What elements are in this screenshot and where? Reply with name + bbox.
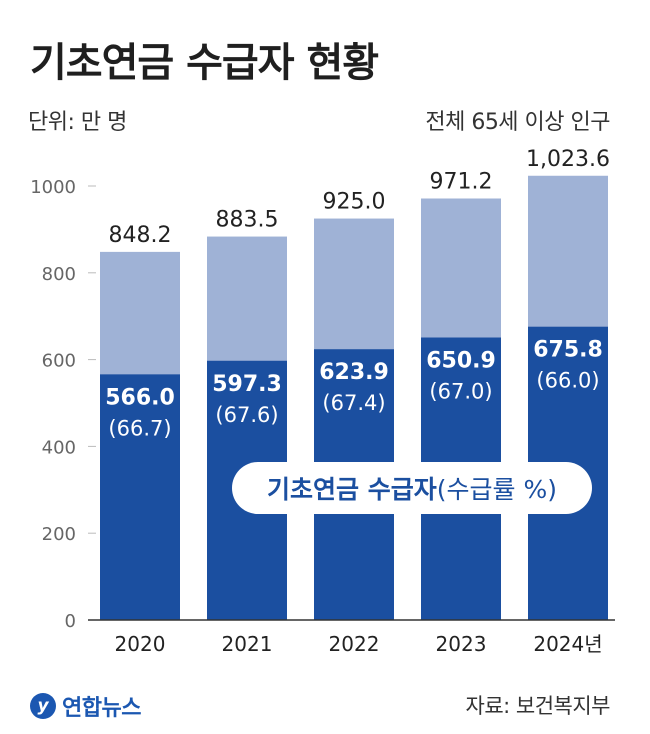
y-tick-label: 600 [42, 351, 76, 372]
x-tick-label: 2022 [329, 632, 380, 656]
recipients-value-label: 650.9 [426, 349, 496, 374]
total-series-label: 전체 65세 이상 인구 [425, 110, 610, 135]
recipients-value-label: 675.8 [533, 338, 603, 363]
recipients-value-label: 623.9 [319, 360, 389, 385]
x-tick-label: 2023 [436, 632, 487, 656]
recipients-label: 기초연금 수급자 [267, 475, 437, 504]
rate-value-label: (67.6) [215, 403, 278, 427]
publisher-logo: y 연합뉴스 [30, 690, 141, 722]
logo-text: 연합뉴스 [62, 696, 141, 721]
rate-label: (수급률 %) [436, 475, 557, 504]
total-value-label: 925.0 [323, 190, 386, 215]
unit-label: 단위: 만 명 [28, 110, 127, 135]
total-value-label: 883.5 [216, 208, 279, 233]
total-value-label: 848.2 [109, 223, 172, 248]
recipients-bar [100, 374, 180, 620]
y-tick-label: 200 [42, 524, 76, 545]
rate-value-label: (67.0) [429, 380, 492, 404]
recipients-value-label: 566.0 [105, 385, 175, 410]
total-value-label: 1,023.6 [526, 147, 610, 172]
rate-value-label: (66.0) [536, 369, 599, 393]
x-tick-label: 2021 [222, 632, 273, 656]
y-tick-label: 1000 [30, 177, 76, 198]
recipients-legend-pill: 기초연금 수급자 (수급률 %) [232, 462, 592, 514]
y-tick-label: 400 [42, 437, 76, 458]
y-tick-label: 800 [42, 264, 76, 285]
total-value-label: 971.2 [430, 169, 493, 194]
chart-title: 기초연금 수급자 현황 [30, 40, 379, 86]
recipients-value-label: 597.3 [212, 372, 282, 397]
source-label: 자료: 보건복지부 [465, 694, 611, 718]
yonhap-logo-icon: y [30, 693, 56, 719]
rate-value-label: (66.7) [108, 416, 171, 440]
x-tick-label: 2024년 [533, 632, 602, 656]
y-tick-label: 0 [65, 611, 76, 632]
rate-value-label: (67.4) [322, 391, 385, 415]
x-tick-label: 2020 [115, 632, 166, 656]
